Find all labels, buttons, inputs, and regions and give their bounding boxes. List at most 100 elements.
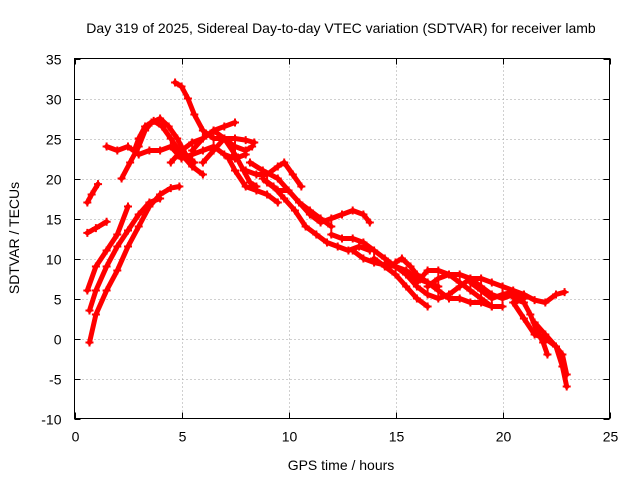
y-tick-label: -5 [49,372,62,388]
data-point [370,246,379,255]
series-line-s20 [371,256,431,309]
data-point [560,288,569,297]
data-point [156,146,165,155]
data-point [224,154,233,163]
data-point [124,142,132,151]
data-point [370,254,379,263]
data-point [519,298,528,307]
x-tick-label: 5 [179,429,187,445]
y-tick-label: -10 [41,412,61,428]
data-point [190,110,199,119]
y-tick-label: 35 [46,52,62,68]
data-point [124,202,132,211]
series-line-s24 [467,280,568,305]
data-point [252,186,261,195]
data-point [188,162,197,171]
data-point [509,298,518,307]
data-point [102,262,111,271]
data-point [183,94,192,103]
data-point [288,170,297,179]
data-point [530,330,539,339]
series-line-s13 [226,156,281,205]
data-point [241,182,250,191]
data-point [455,278,464,287]
y-tick-label: 5 [54,292,62,308]
data-point [543,350,552,359]
data-point [113,230,122,239]
data-point [145,146,154,155]
data-point [434,266,443,275]
data-point [526,310,535,319]
data-point [406,262,415,271]
axis-ticks: 0 5 10 15 20 25 -10 -5 0 5 10 15 20 25 30 35 [41,52,618,445]
data-point [445,294,453,303]
data-point [562,382,571,391]
data-point [198,134,207,143]
data-point [338,210,346,219]
data-point [91,310,100,319]
data-point [124,242,132,251]
data-point [231,166,239,175]
data-point [220,150,229,159]
data-point [149,116,158,125]
data-point [171,78,180,87]
series-line-s4 [84,204,131,293]
data-point [85,306,94,315]
data-point [263,190,272,199]
data-series [83,78,571,391]
x-tick-label: 10 [282,429,298,445]
y-tick-label: 20 [46,172,62,188]
data-point [263,178,272,187]
data-point [102,217,111,226]
data-point [166,134,175,143]
data-point [333,242,342,251]
data-point [397,254,406,263]
data-point [126,158,135,167]
data-point [466,286,475,295]
data-point [250,138,259,147]
data-point [455,294,464,303]
data-point [477,294,486,303]
data-point [412,270,421,279]
data-point [209,126,218,135]
chart-title: Day 319 of 2025, Sidereal Day-to-day VTE… [86,20,596,36]
data-point [134,222,143,231]
data-point [156,114,165,123]
data-point [273,198,282,207]
data-point [158,122,167,131]
data-point [117,174,126,183]
data-point [177,82,186,91]
data-point [156,194,165,203]
data-point [327,230,336,239]
data-point [477,286,486,295]
data-point [166,158,175,167]
data-point [241,146,250,155]
data-point [530,318,539,327]
data-point [220,122,229,131]
data-point [91,224,100,233]
data-point [434,294,443,303]
data-point [280,158,289,167]
x-tick-label: 20 [496,429,512,445]
data-point [198,126,207,135]
data-point [258,166,267,175]
y-axis-label: SDTVAR / TECUs [6,182,22,294]
data-point [327,222,336,231]
series-line-s3 [87,184,182,345]
series-line-s5 [87,196,163,313]
grid-lines [74,58,610,419]
data-point [241,136,250,145]
data-point [359,238,368,247]
data-point [477,274,486,283]
data-point [91,286,100,295]
data-point [134,134,143,143]
data-point [245,178,254,187]
data-point [141,122,150,131]
data-point [145,198,154,207]
data-point [220,134,229,143]
data-point [113,146,122,155]
data-point [87,190,96,199]
data-point [498,302,507,311]
series-line-s1 [84,181,101,205]
data-point [94,180,103,189]
